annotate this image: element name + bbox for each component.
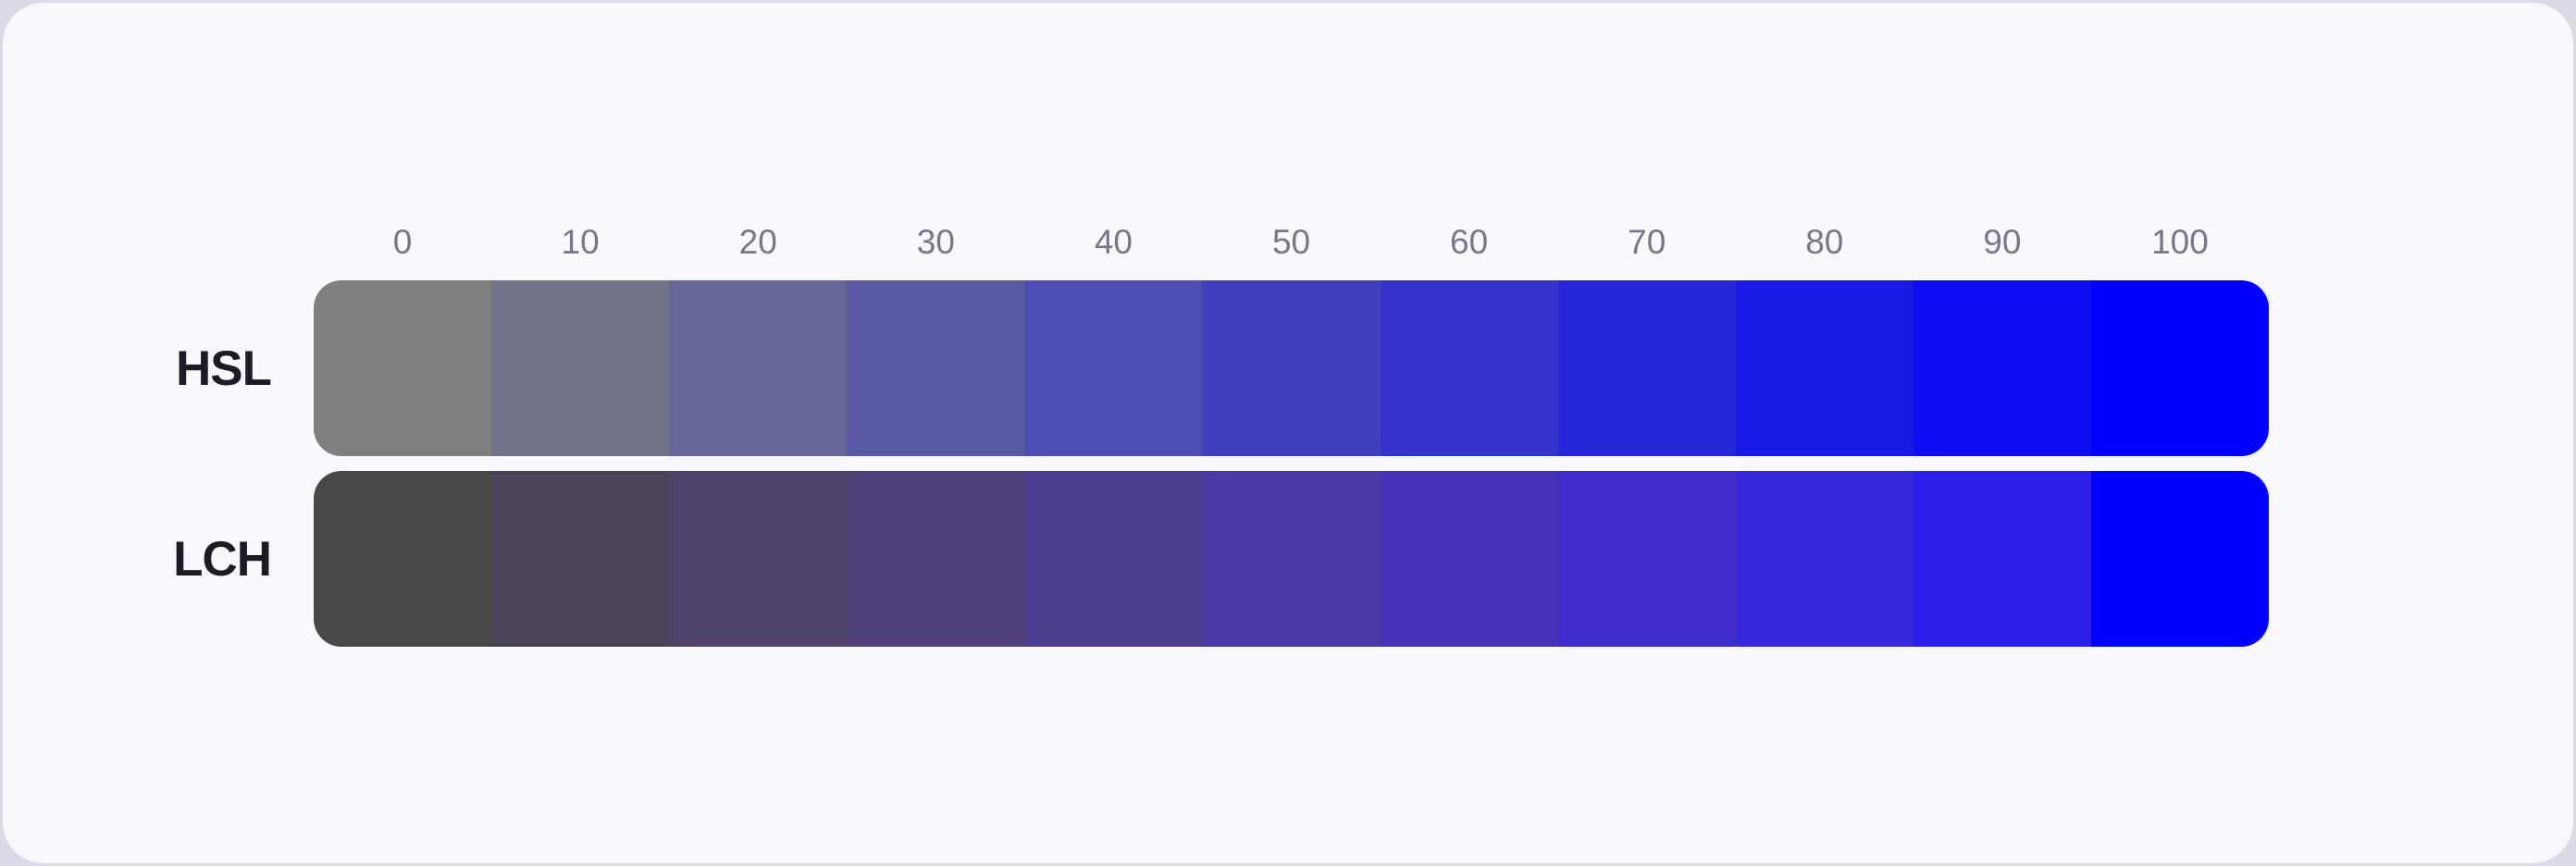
swatch-hsl-80	[1735, 280, 1913, 456]
swatch-lch-90	[1913, 471, 2091, 647]
hsl-swatch-row	[314, 280, 2269, 456]
swatch-lch-30	[847, 471, 1025, 647]
swatch-hsl-10	[491, 280, 670, 456]
swatch-hsl-100	[2090, 280, 2269, 456]
swatch-hsl-60	[1380, 280, 1558, 456]
swatch-hsl-50	[1202, 280, 1381, 456]
axis-tick-100: 100	[2151, 223, 2209, 261]
axis-tick-20: 20	[738, 223, 777, 261]
axis-tick-0: 0	[392, 223, 413, 261]
swatch-hsl-0	[314, 280, 492, 456]
swatch-lch-40	[1024, 471, 1203, 647]
axis-tick-10: 10	[561, 223, 600, 261]
swatch-lch-0	[314, 471, 492, 647]
lch-swatch-row	[314, 471, 2269, 647]
swatch-hsl-30	[847, 280, 1025, 456]
swatch-hsl-70	[1557, 280, 1736, 456]
axis-tick-50: 50	[1271, 223, 1311, 261]
swatch-hsl-90	[1913, 280, 2091, 456]
color-scale-card: 0 10 20 30 40 50 60 70 80 90 100 HSL LCH	[3, 3, 2573, 863]
axis-tick-60: 60	[1450, 223, 1489, 261]
swatch-lch-20	[669, 471, 848, 647]
axis-tick-80: 80	[1805, 223, 1844, 261]
swatch-lch-60	[1380, 471, 1558, 647]
swatch-lch-50	[1202, 471, 1381, 647]
axis-tick-90: 90	[1983, 223, 2022, 261]
axis-tick-40: 40	[1094, 223, 1133, 261]
swatch-hsl-40	[1024, 280, 1203, 456]
axis-tick-70: 70	[1628, 223, 1666, 261]
swatch-lch-70	[1557, 471, 1736, 647]
row-label-lch: LCH	[173, 531, 272, 587]
axis-tick-30: 30	[916, 223, 955, 261]
swatch-lch-10	[491, 471, 670, 647]
swatch-hsl-20	[669, 280, 848, 456]
swatch-lch-80	[1735, 471, 1913, 647]
axis-tick-row: 0 10 20 30 40 50 60 70 80 90 100	[314, 223, 2269, 262]
swatch-lch-100	[2090, 471, 2269, 647]
row-label-hsl: HSL	[176, 340, 272, 396]
